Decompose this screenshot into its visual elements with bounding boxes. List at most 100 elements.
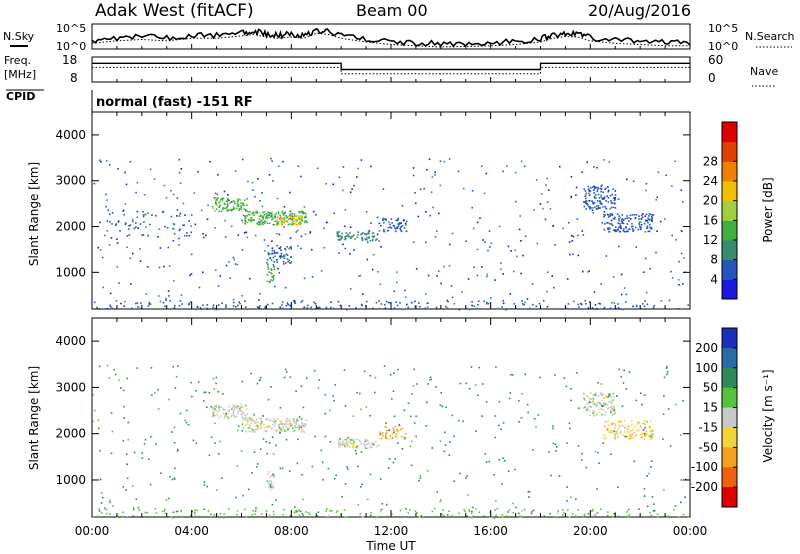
scatter-point — [415, 435, 417, 438]
scatter-point — [389, 226, 392, 228]
scatter-point — [594, 304, 597, 306]
scatter-point — [584, 202, 587, 205]
scatter-point — [348, 446, 351, 448]
colorbar-segment — [722, 427, 737, 448]
scatter-point — [644, 426, 646, 429]
scatter-point — [258, 212, 261, 214]
scatter-point — [598, 197, 601, 199]
scatter-point — [584, 406, 586, 408]
scatter-point — [210, 406, 213, 408]
scatter-point — [463, 187, 465, 190]
scatter-point — [477, 300, 480, 302]
scatter-point — [293, 424, 296, 427]
scatter-point — [237, 405, 239, 407]
scatter-point — [303, 431, 306, 433]
scatter-point — [168, 295, 170, 297]
scatter-point — [575, 516, 577, 519]
scatter-point — [214, 192, 217, 195]
scatter-point — [221, 477, 223, 480]
scatter-point — [591, 209, 594, 212]
scatter-point — [262, 223, 264, 226]
scatter-point — [583, 397, 586, 400]
scatter-point — [205, 234, 207, 237]
scatter-point — [502, 457, 504, 459]
scatter-point — [190, 225, 192, 227]
scatter-point — [230, 415, 232, 418]
scatter-point — [396, 226, 398, 228]
scatter-point — [618, 218, 620, 220]
scatter-point — [218, 406, 220, 409]
scatter-point — [288, 247, 290, 250]
scatter-point — [352, 439, 355, 441]
scatter-point — [636, 423, 639, 425]
scatter-point — [386, 515, 389, 517]
scatter-point — [645, 431, 647, 433]
scatter-point — [566, 307, 568, 310]
scatter-point — [183, 235, 186, 237]
scatter-point — [471, 190, 474, 192]
scatter-point — [223, 202, 226, 204]
scatter-point — [279, 214, 281, 217]
scatter-point — [628, 371, 631, 373]
scatter-point — [341, 236, 343, 239]
scatter-point — [609, 194, 612, 197]
scatter-point — [624, 435, 627, 438]
scatter-point — [596, 166, 598, 169]
scatter-point — [375, 445, 378, 448]
scatter-point — [272, 510, 275, 513]
scatter-point — [332, 395, 334, 397]
scatter-point — [443, 265, 445, 268]
scatter-point — [402, 308, 405, 311]
scatter-point — [600, 508, 602, 510]
scatter-point — [154, 508, 157, 510]
scatter-point — [272, 263, 275, 266]
scatter-point — [617, 222, 620, 225]
scatter-point — [546, 306, 549, 308]
scatter-point — [627, 515, 630, 518]
scatter-point — [361, 516, 364, 518]
scatter-point — [275, 213, 277, 215]
scatter-point — [584, 299, 587, 302]
scatter-point — [603, 159, 605, 161]
scatter-point — [261, 192, 263, 194]
scatter-point — [146, 511, 149, 514]
scatter-point — [372, 238, 374, 241]
scatter-point — [587, 408, 589, 410]
scatter-point — [626, 215, 628, 217]
scatter-point — [298, 217, 301, 219]
scatter-point — [189, 274, 191, 277]
scatter-point — [366, 443, 369, 446]
scatter-point — [441, 405, 444, 408]
scatter-point — [347, 441, 349, 443]
scatter-point — [225, 306, 227, 308]
scatter-point — [298, 210, 301, 213]
scatter-point — [677, 308, 680, 310]
scatter-point — [582, 234, 585, 236]
scatter-point — [536, 242, 539, 245]
scatter-point — [195, 442, 198, 444]
scatter-point — [337, 442, 340, 445]
scatter-point — [380, 508, 383, 511]
scatter-point — [603, 198, 605, 200]
scatter-point — [414, 516, 417, 519]
scatter-point — [240, 450, 243, 452]
scatter-point — [524, 373, 526, 376]
scatter-point — [97, 427, 100, 430]
scatter-point — [612, 188, 614, 190]
scatter-point — [481, 266, 483, 268]
scatter-point — [643, 394, 646, 396]
scatter-point — [232, 200, 235, 202]
scatter-point — [143, 221, 145, 223]
scatter-point — [234, 170, 237, 172]
scatter-point — [268, 419, 271, 421]
scatter-point — [283, 430, 286, 432]
scatter-point — [271, 302, 274, 305]
scatter-point — [378, 240, 380, 242]
scatter-point — [483, 515, 486, 517]
scatter-point — [194, 223, 197, 226]
scatter-point — [618, 245, 620, 248]
scatter-point — [280, 252, 283, 255]
scatter-point — [370, 222, 372, 224]
scatter-point — [361, 233, 363, 235]
